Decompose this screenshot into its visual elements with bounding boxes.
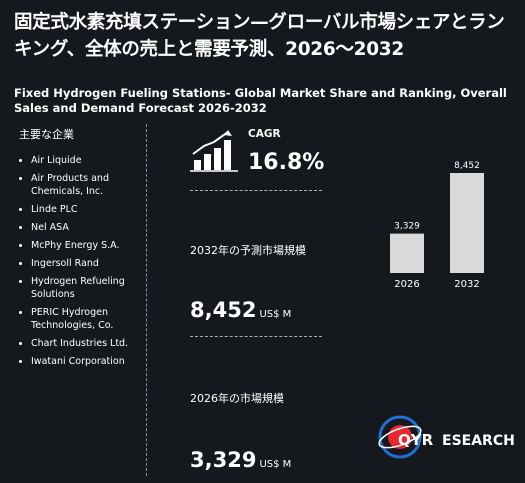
category-label-2026: 2026 (394, 279, 419, 290)
company-item: McPhy Energy S.A. (19, 239, 137, 252)
data-label-2026: 3,329 (394, 222, 420, 232)
page-title-jp: 固定式水素充填ステーション—グローバル市場シェアとランキング、全体の売上と需要予… (14, 12, 505, 60)
data-label-2032: 8,452 (454, 161, 480, 171)
company-item: Chart Industries Ltd. (19, 337, 137, 350)
forecast-2032-label: 2032年の予測市場規模 (190, 244, 306, 257)
forecast-2032-value: 8,452 US$ M (190, 298, 291, 322)
size-2026-number: 3,329 (190, 448, 257, 472)
category-label-2032: 2032 (454, 279, 479, 290)
company-item: Iwatani Corporation (19, 355, 137, 368)
growth-chart-icon (190, 130, 238, 172)
page-title-en: Fixed Hydrogen Fueling Stations- Global … (14, 86, 507, 115)
company-item: Air Products and Chemicals, Inc. (19, 172, 137, 198)
bar-2032 (450, 173, 484, 273)
company-item: Ingersoll Rand (19, 257, 137, 270)
cagr-value: 16.8% (248, 150, 325, 175)
logo-brand-a: QYR (398, 431, 434, 449)
section-divider (190, 190, 322, 191)
company-list: Air Liquide Air Products and Chemicals, … (19, 154, 137, 373)
forecast-2032-number: 8,452 (190, 298, 257, 322)
size-2026-value: 3,329 US$ M (190, 448, 291, 472)
market-size-bar-chart: 3,329 2026 8,452 2032 (390, 161, 484, 290)
company-item: Hydrogen Refueling Solutions (19, 275, 137, 301)
company-item: Air Liquide (19, 154, 137, 167)
size-2026-unit: US$ M (259, 459, 292, 470)
company-item: PERIC Hydrogen Technologies, Co. (19, 306, 137, 332)
cagr-label: CAGR (248, 128, 281, 140)
logo-brand-b: ESEARCH (442, 433, 515, 449)
company-item: Linde PLC (19, 203, 137, 216)
section-divider (190, 336, 322, 337)
qyresearch-logo: QYR ESEARCH (378, 415, 515, 459)
bar-2026 (390, 233, 424, 273)
vertical-divider (146, 124, 147, 476)
size-2026-label: 2026年の市場規模 (190, 392, 284, 405)
companies-heading: 主要な企業 (19, 128, 74, 141)
company-item: Nel ASA (19, 221, 137, 234)
forecast-2032-unit: US$ M (259, 309, 292, 320)
